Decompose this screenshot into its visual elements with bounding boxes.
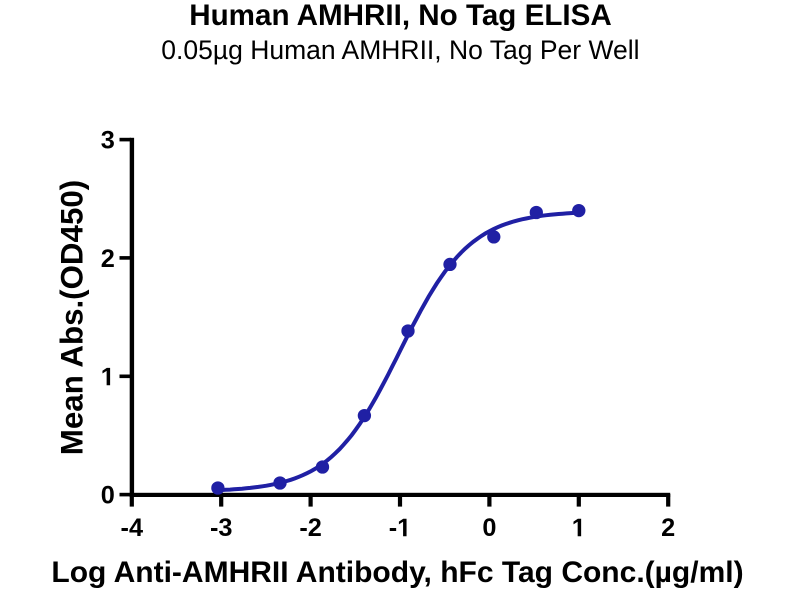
svg-text:-4: -4 [121, 514, 144, 542]
svg-text:-: - [389, 514, 397, 542]
svg-text:2: 2 [661, 514, 675, 542]
svg-text:0: 0 [482, 514, 496, 542]
svg-text:-3: -3 [210, 514, 233, 542]
svg-text:Mean Abs.(OD450): Mean Abs.(OD450) [55, 180, 90, 455]
svg-text:Log Anti-AMHRII Antibody, hFc: Log Anti-AMHRII Antibody, hFc Tag Conc.(… [51, 556, 743, 589]
svg-text:-2: -2 [299, 514, 322, 542]
svg-text:0: 0 [101, 482, 115, 510]
svg-text:2: 2 [101, 245, 115, 273]
svg-text:Human AMHRII, No Tag ELISA: Human AMHRII, No Tag ELISA [189, 0, 612, 32]
svg-text:3: 3 [101, 127, 115, 155]
svg-text:0.05µg Human AMHRII, No Tag Pe: 0.05µg Human AMHRII, No Tag Per Well [161, 35, 639, 65]
